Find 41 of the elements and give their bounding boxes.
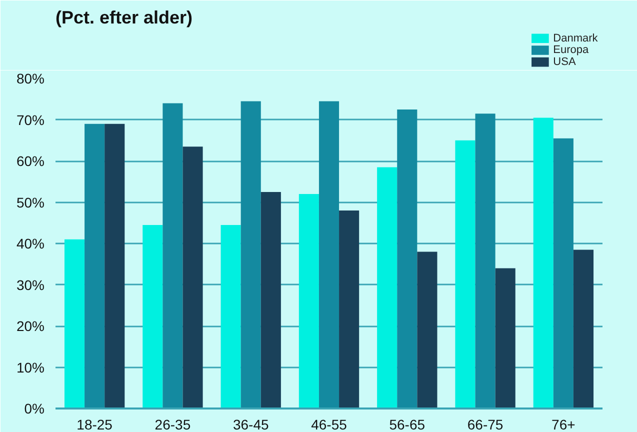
y-tick-label: 70% <box>16 112 45 128</box>
legend-label: Danmark <box>553 32 598 44</box>
y-tick-label: 30% <box>16 276 45 293</box>
bar <box>573 250 594 408</box>
y-tick-label: 40% <box>16 236 45 252</box>
legend-label: Europa <box>553 44 590 56</box>
bar <box>104 124 125 408</box>
chart-title: (Pct. efter alder) <box>56 8 193 28</box>
bar <box>553 138 574 408</box>
x-tick-label: 76+ <box>552 416 576 432</box>
bar <box>533 118 554 408</box>
bar <box>318 101 340 408</box>
x-tick-label: 36-45 <box>232 416 269 432</box>
bar <box>417 252 438 408</box>
y-tick-label: 20% <box>16 318 45 334</box>
y-tick-label: 0% <box>24 400 44 416</box>
bar <box>182 146 203 408</box>
bar <box>162 103 183 408</box>
y-tick-label: 10% <box>16 359 45 376</box>
bar <box>260 192 281 408</box>
y-tick-label: 50% <box>16 194 45 210</box>
x-tick-label: 46-55 <box>311 416 348 432</box>
bar <box>495 268 516 408</box>
bar <box>142 224 163 408</box>
y-tick-label: 80% <box>16 70 45 86</box>
bar <box>240 101 261 408</box>
bar <box>455 140 476 408</box>
x-tick-label: 18-25 <box>76 416 113 432</box>
bar <box>84 124 105 408</box>
bar <box>397 109 418 408</box>
x-tick-label: 66-75 <box>467 416 504 432</box>
bar <box>377 167 398 408</box>
bar <box>220 224 241 408</box>
x-tick-label: 26-35 <box>154 416 191 432</box>
legend-label: USA <box>553 56 576 68</box>
bar <box>298 194 319 408</box>
bar <box>64 239 85 408</box>
y-tick-label: 60% <box>16 153 45 169</box>
x-tick-label: 56-65 <box>389 416 426 432</box>
bar <box>339 210 360 408</box>
bar <box>475 114 496 408</box>
